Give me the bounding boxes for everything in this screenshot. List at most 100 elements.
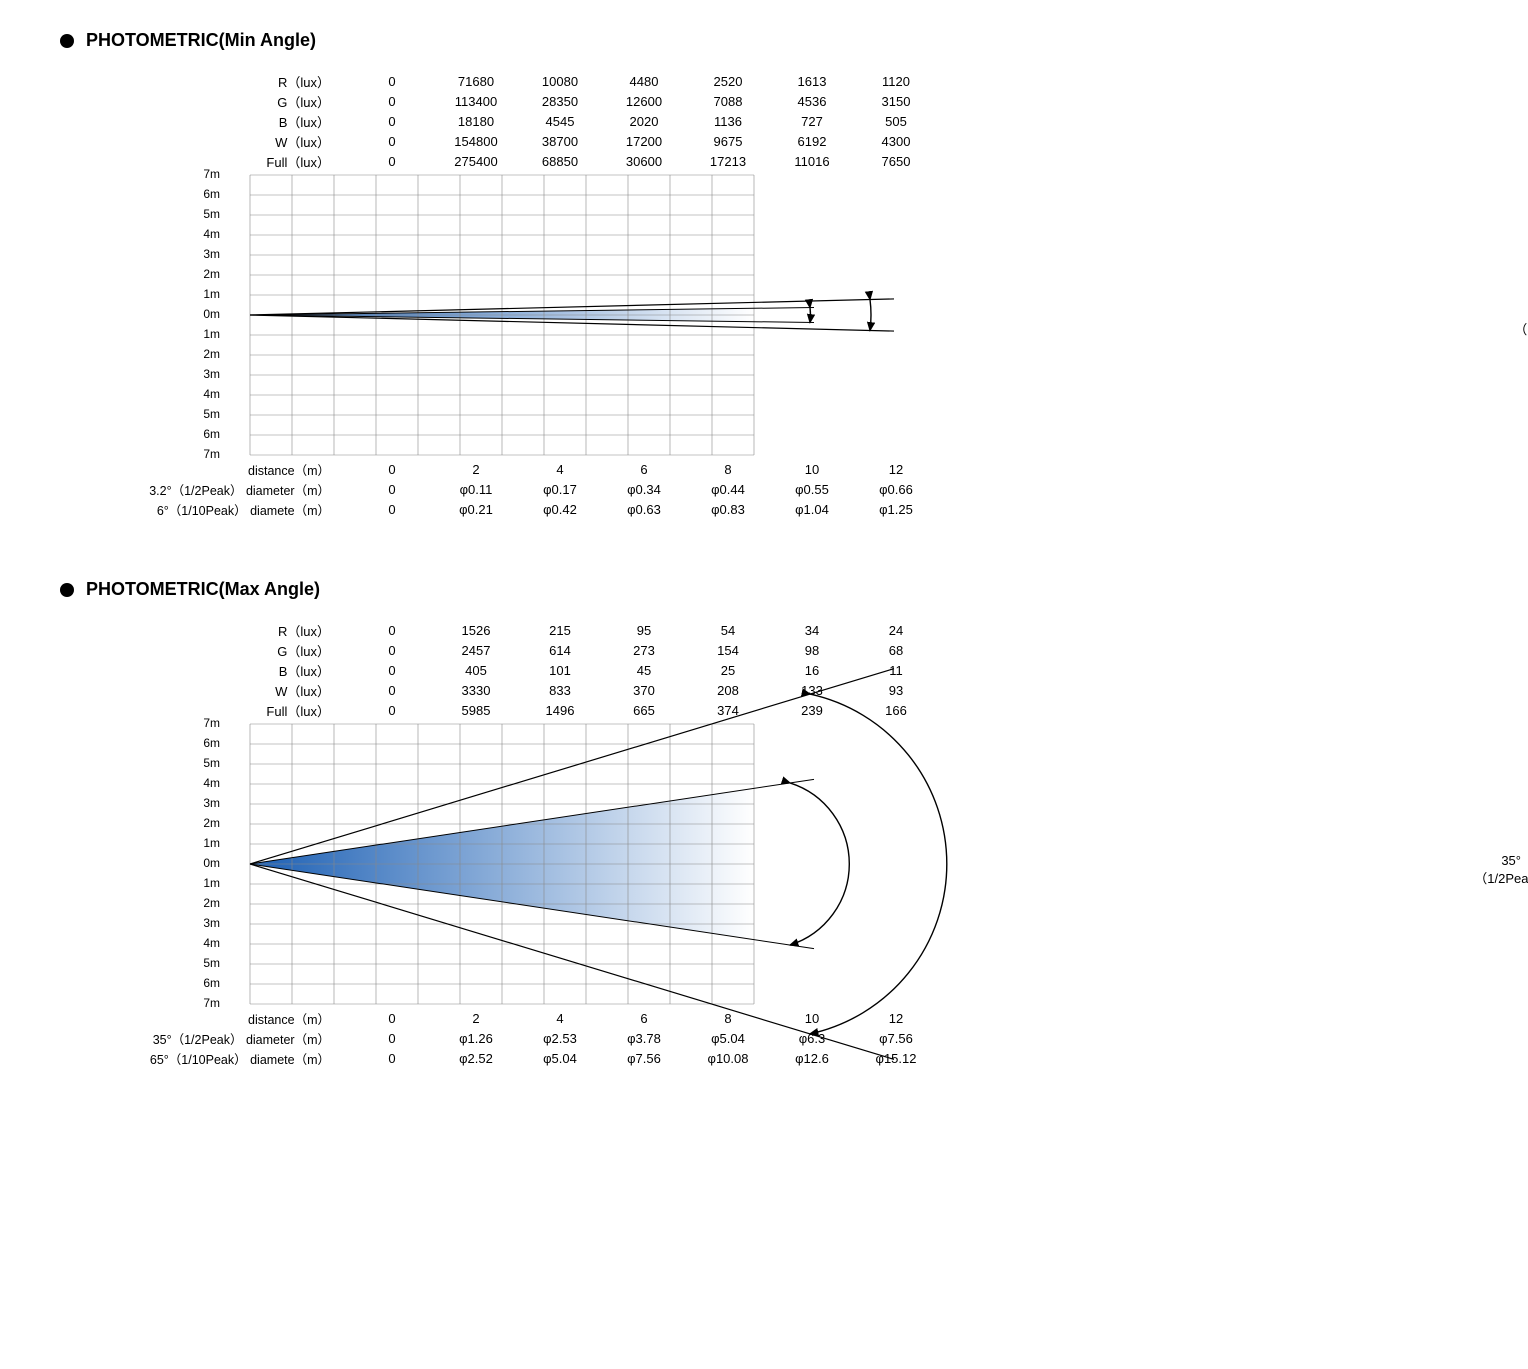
y-axis-label: 6m — [203, 427, 220, 441]
footer-row: 6°（1/10Peak） diamete（m）0φ0.21φ0.42φ0.63φ… — [60, 499, 1468, 519]
lux-cell: 833 — [518, 683, 602, 698]
lux-cell: 68850 — [518, 154, 602, 169]
footer-label: 35°（1/2Peak） diameter（m） — [60, 1029, 350, 1048]
lux-cell: 6192 — [770, 134, 854, 149]
lux-cell: 3330 — [434, 683, 518, 698]
footer-cell: 0 — [350, 1011, 434, 1026]
y-axis-label: 5m — [203, 407, 220, 421]
footer-cell: 6 — [602, 462, 686, 477]
lux-row: G（lux）024576142731549868 — [250, 640, 1468, 660]
y-axis-label: 3m — [203, 247, 220, 261]
section-title: PHOTOMETRIC(Max Angle) — [60, 579, 1468, 600]
lux-cell: 0 — [350, 683, 434, 698]
footer-cell: φ7.56 — [854, 1031, 938, 1046]
y-axis-label: 2m — [203, 347, 220, 361]
y-axis-label: 1m — [203, 287, 220, 301]
footer-row: 65°（1/10Peak） diamete（m）0φ2.52φ5.04φ7.56… — [60, 1048, 1468, 1068]
lux-row: R（lux）0152621595543424 — [250, 620, 1468, 640]
lux-cell: 7088 — [686, 94, 770, 109]
lux-cell: 4545 — [518, 114, 602, 129]
y-axis-label: 5m — [203, 956, 220, 970]
y-axis-label: 5m — [203, 207, 220, 221]
lux-cell: 208 — [686, 683, 770, 698]
footer-cell: 6 — [602, 1011, 686, 1026]
lux-cell: 101 — [518, 663, 602, 678]
y-axis-label: 4m — [203, 776, 220, 790]
lux-cell: 614 — [518, 643, 602, 658]
footer-cell: 0 — [350, 462, 434, 477]
lux-cell: 1526 — [434, 623, 518, 638]
footer-cell: 10 — [770, 462, 854, 477]
lux-cell: 665 — [602, 703, 686, 718]
lux-row-label: R（lux） — [250, 621, 350, 640]
y-axis-label: 0m — [203, 856, 220, 870]
y-axis-label: 2m — [203, 896, 220, 910]
y-axis-label: 1m — [203, 876, 220, 890]
lux-cell: 34 — [770, 623, 854, 638]
footer-label: 6°（1/10Peak） diamete（m） — [60, 500, 350, 519]
lux-cell: 215 — [518, 623, 602, 638]
footer-cell: 2 — [434, 1011, 518, 1026]
footer-table: distance（m）0246810123.2°（1/2Peak） diamet… — [60, 459, 1468, 519]
footer-cell: φ1.04 — [770, 502, 854, 517]
lux-row: B（lux）040510145251611 — [250, 660, 1468, 680]
y-axis-label: 4m — [203, 387, 220, 401]
lux-row-label: G（lux） — [250, 641, 350, 660]
lux-cell: 28350 — [518, 94, 602, 109]
y-axis-label: 1m — [203, 836, 220, 850]
lux-cell: 2520 — [686, 74, 770, 89]
beam-chart: 7m6m5m4m3m2m1m0m1m2m3m4m5m6m7m3.2°（1/2Pe… — [250, 175, 1468, 455]
lux-cell: 1136 — [686, 114, 770, 129]
lux-cell: 0 — [350, 154, 434, 169]
y-axis-label: 7m — [203, 167, 220, 181]
lux-cell: 54 — [686, 623, 770, 638]
lux-cell: 18180 — [434, 114, 518, 129]
footer-cell: φ10.08 — [686, 1051, 770, 1066]
lux-cell: 405 — [434, 663, 518, 678]
footer-cell: φ2.52 — [434, 1051, 518, 1066]
lux-cell: 9675 — [686, 134, 770, 149]
photometric-section: PHOTOMETRIC(Min Angle)R（lux）071680100804… — [60, 30, 1468, 519]
footer-row: distance（m）024681012 — [60, 1008, 1468, 1028]
y-axis-label: 3m — [203, 367, 220, 381]
y-axis-label: 3m — [203, 916, 220, 930]
y-axis-label: 7m — [203, 996, 220, 1010]
footer-label: distance（m） — [60, 460, 350, 479]
lux-cell: 68 — [854, 643, 938, 658]
beam-chart: 7m6m5m4m3m2m1m0m1m2m3m4m5m6m7m35°（1/2Pea… — [250, 724, 1468, 1004]
y-axis-label: 0m — [203, 307, 220, 321]
footer-cell: 4 — [518, 1011, 602, 1026]
lux-cell: 95 — [602, 623, 686, 638]
lux-cell: 93 — [854, 683, 938, 698]
lux-cell: 17200 — [602, 134, 686, 149]
lux-row: Full（lux）059851496665374239166 — [250, 700, 1468, 720]
lux-cell: 2020 — [602, 114, 686, 129]
footer-row: 35°（1/2Peak） diameter（m）0φ1.26φ2.53φ3.78… — [60, 1028, 1468, 1048]
lux-row-label: W（lux） — [250, 132, 350, 151]
half-peak-label: 35°（1/2Peak） — [1474, 852, 1528, 888]
bullet-icon — [60, 583, 74, 597]
lux-cell: 71680 — [434, 74, 518, 89]
footer-cell: φ1.25 — [854, 502, 938, 517]
lux-cell: 30600 — [602, 154, 686, 169]
footer-row: 3.2°（1/2Peak） diameter（m）0φ0.11φ0.17φ0.3… — [60, 479, 1468, 499]
y-axis-label: 4m — [203, 936, 220, 950]
y-axis-label: 2m — [203, 267, 220, 281]
footer-cell: φ0.66 — [854, 482, 938, 497]
lux-row-label: Full（lux） — [250, 152, 350, 171]
lux-cell: 1496 — [518, 703, 602, 718]
footer-cell: 0 — [350, 1051, 434, 1066]
lux-cell: 0 — [350, 623, 434, 638]
footer-table: distance（m）02468101235°（1/2Peak） diamete… — [60, 1008, 1468, 1068]
lux-cell: 5985 — [434, 703, 518, 718]
lux-row: G（lux）01134002835012600708845363150 — [250, 91, 1468, 111]
lux-row-label: W（lux） — [250, 681, 350, 700]
lux-cell: 1613 — [770, 74, 854, 89]
lux-cell: 24 — [854, 623, 938, 638]
lux-cell: 273 — [602, 643, 686, 658]
footer-cell: 2 — [434, 462, 518, 477]
lux-cell: 0 — [350, 74, 434, 89]
lux-cell: 7650 — [854, 154, 938, 169]
lux-cell: 11 — [854, 663, 938, 678]
lux-row: W（lux）01548003870017200967561924300 — [250, 131, 1468, 151]
